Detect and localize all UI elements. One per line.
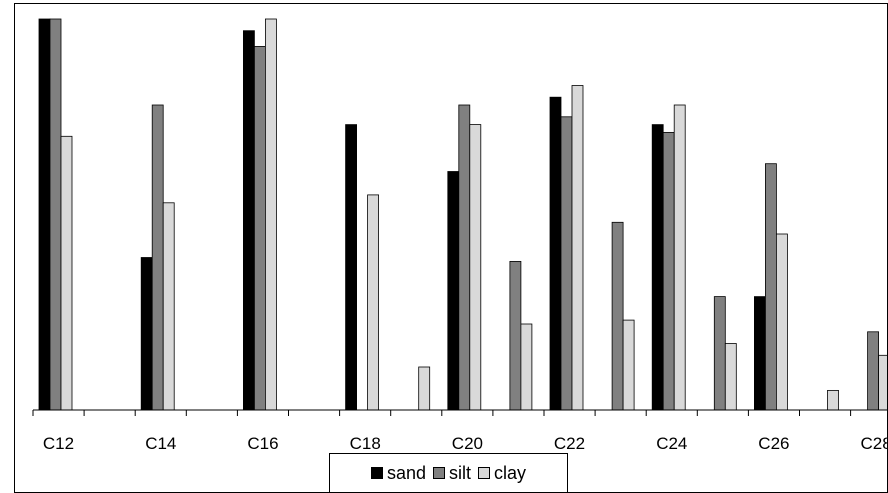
legend-item-clay: clay bbox=[478, 463, 526, 484]
x-tick-label-C14: C14 bbox=[145, 434, 176, 453]
bar-clay-C26 bbox=[776, 233, 788, 411]
chart-frame: C12 C14 C16 C18 C20 C22 C24 C26 C28 bbox=[14, 3, 888, 493]
bar-sand-C12 bbox=[38, 18, 51, 411]
bar-clay-C21 bbox=[520, 323, 533, 411]
bar-clay-C16 bbox=[264, 18, 277, 411]
legend-swatch-silt bbox=[433, 467, 446, 479]
bar-silt-C24 bbox=[662, 131, 675, 411]
bars-group bbox=[38, 18, 887, 411]
bar-silt-C16 bbox=[253, 46, 266, 411]
x-tick-label-C16: C16 bbox=[247, 434, 278, 453]
legend-label-clay: clay bbox=[494, 462, 527, 483]
bar-sand-C20 bbox=[447, 171, 460, 411]
legend: sand silt clay bbox=[329, 453, 568, 493]
bar-clay-C12 bbox=[60, 135, 73, 411]
x-tick-label-C24: C24 bbox=[656, 434, 687, 453]
x-tick-label-C20: C20 bbox=[452, 434, 483, 453]
legend-swatch-clay bbox=[478, 467, 491, 479]
bar-silt-C21 bbox=[509, 260, 522, 411]
bar-clay-C28 bbox=[878, 354, 887, 411]
legend-label-sand: sand bbox=[386, 462, 427, 483]
bar-clay-C27 bbox=[827, 389, 839, 411]
bar-clay-C24 bbox=[673, 104, 686, 411]
bar-silt-C22 bbox=[560, 116, 573, 411]
bar-clay-C19 bbox=[418, 366, 431, 411]
bar-sand-C22 bbox=[549, 96, 562, 411]
legend-swatch-sand bbox=[370, 467, 383, 479]
legend-label-silt: silt bbox=[449, 462, 472, 483]
legend-item-sand: sand bbox=[370, 462, 427, 484]
bar-sand-C26 bbox=[754, 296, 766, 411]
bar-clay-C23 bbox=[622, 319, 635, 411]
bar-silt-C25 bbox=[713, 296, 726, 411]
bar-silt-C14 bbox=[151, 104, 164, 411]
x-tick-label-C22: C22 bbox=[554, 434, 585, 453]
bar-clay-C20 bbox=[469, 124, 482, 411]
bar-clay-C22 bbox=[571, 85, 584, 411]
x-tick-label-C12: C12 bbox=[43, 434, 74, 453]
bar-sand-C16 bbox=[242, 30, 255, 411]
bar-sand-C24 bbox=[651, 124, 664, 411]
x-tick-label-C28: C28 bbox=[861, 434, 888, 453]
bar-silt-C23 bbox=[611, 221, 624, 411]
bar-silt-C28 bbox=[867, 331, 879, 411]
bar-clay-C25 bbox=[724, 343, 737, 411]
bar-sand-C18 bbox=[345, 124, 358, 411]
x-tick-label-C26: C26 bbox=[758, 434, 789, 453]
bar-silt-C12 bbox=[49, 18, 62, 411]
bar-silt-C26 bbox=[765, 163, 777, 411]
x-tick-label-C18: C18 bbox=[350, 434, 381, 453]
bar-chart: C12 C14 C16 C18 C20 C22 C24 C26 C28 bbox=[32, 18, 888, 453]
bar-silt-C20 bbox=[458, 104, 471, 411]
legend-item-silt: silt bbox=[433, 463, 471, 484]
x-tick-labels: C12 C14 C16 C18 C20 C22 C24 C26 C28 bbox=[43, 434, 888, 453]
x-axis bbox=[32, 409, 887, 416]
bar-clay-C18 bbox=[367, 194, 380, 411]
bar-clay-C14 bbox=[162, 202, 175, 411]
bar-sand-C14 bbox=[140, 257, 153, 411]
